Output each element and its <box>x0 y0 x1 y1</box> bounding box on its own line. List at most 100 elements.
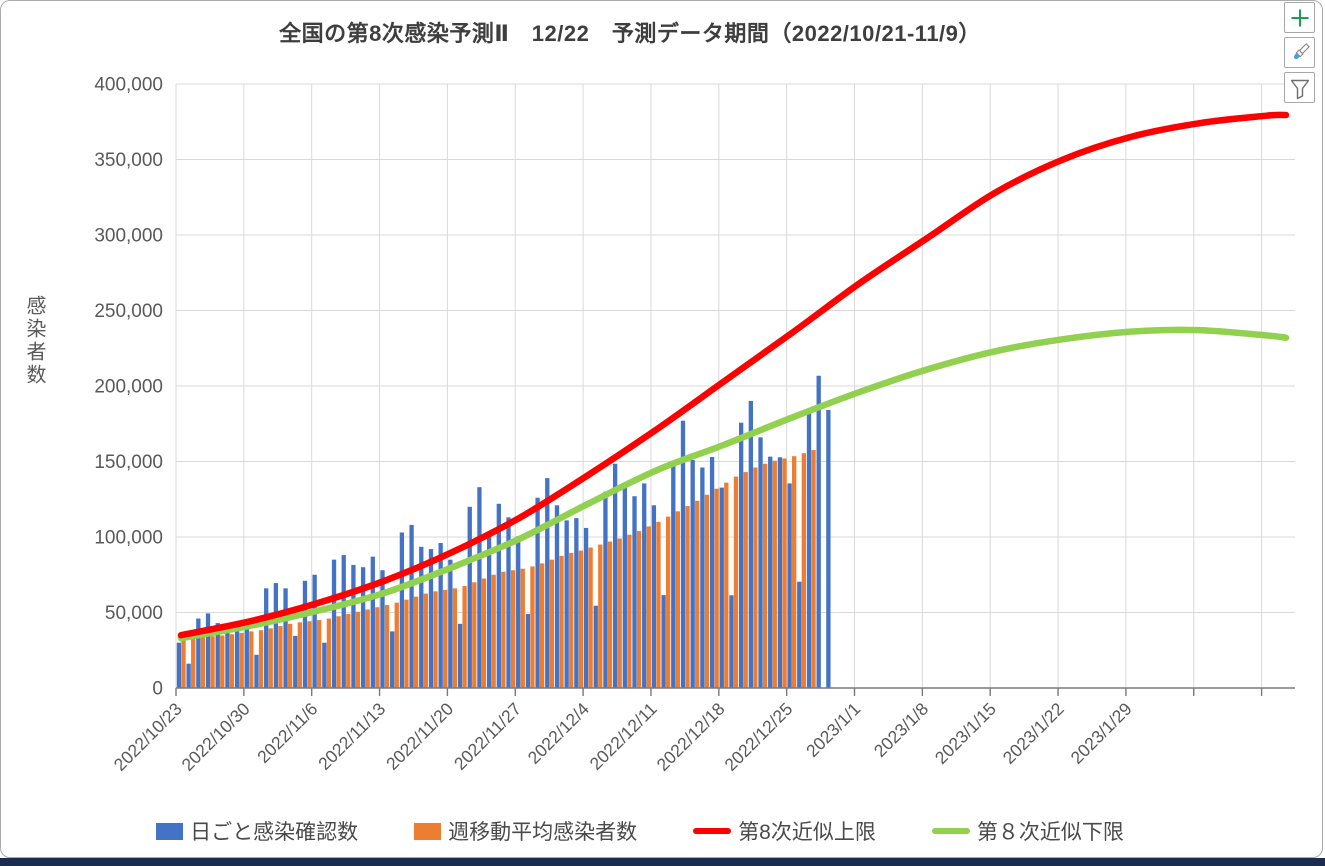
daily-bar[interactable] <box>205 613 211 688</box>
avg-bar[interactable] <box>792 456 797 688</box>
avg-bar[interactable] <box>559 555 564 688</box>
avg-bar[interactable] <box>346 614 351 688</box>
daily-bar[interactable] <box>738 422 744 688</box>
legend-item-3[interactable]: 第８次近似下限 <box>931 816 1124 846</box>
daily-bar[interactable] <box>719 487 724 688</box>
legend-item-2[interactable]: 第8次近似上限 <box>693 816 876 846</box>
avg-bar[interactable] <box>404 599 409 688</box>
avg-bar[interactable] <box>685 506 690 688</box>
avg-bar[interactable] <box>598 544 603 688</box>
daily-bar[interactable] <box>632 496 637 688</box>
daily-bar[interactable] <box>322 642 327 688</box>
avg-bar[interactable] <box>772 460 777 688</box>
daily-bar[interactable] <box>758 437 763 688</box>
daily-bar[interactable] <box>370 556 375 688</box>
daily-bar[interactable] <box>312 574 317 688</box>
avg-bar[interactable] <box>782 458 787 688</box>
daily-bar[interactable] <box>583 527 589 688</box>
avg-bar[interactable] <box>433 591 438 688</box>
daily-bar[interactable] <box>467 506 472 688</box>
avg-bar[interactable] <box>278 626 283 688</box>
avg-bar[interactable] <box>491 574 496 688</box>
chart-styles-button[interactable] <box>1284 37 1315 68</box>
daily-bar[interactable] <box>486 531 492 688</box>
avg-bar[interactable] <box>704 494 710 688</box>
avg-bar[interactable] <box>646 526 651 688</box>
chart-elements-button[interactable] <box>1284 2 1315 33</box>
daily-bar[interactable] <box>331 559 337 688</box>
avg-bar[interactable] <box>452 588 458 688</box>
daily-bar[interactable] <box>244 627 249 688</box>
avg-bar[interactable] <box>811 450 816 688</box>
avg-bar[interactable] <box>423 593 428 688</box>
daily-bar[interactable] <box>787 483 792 688</box>
daily-bar[interactable] <box>680 420 686 688</box>
daily-bar[interactable] <box>448 559 453 688</box>
avg-bar[interactable] <box>472 582 477 688</box>
daily-bar[interactable] <box>176 642 182 688</box>
avg-bar[interactable] <box>588 547 593 688</box>
avg-bar[interactable] <box>607 541 613 688</box>
daily-bar[interactable] <box>273 583 279 688</box>
daily-bar[interactable] <box>283 588 288 688</box>
avg-bar[interactable] <box>307 621 312 688</box>
avg-bar[interactable] <box>656 521 661 688</box>
y-axis-title[interactable]: 感染者数 <box>23 295 45 387</box>
daily-bar[interactable] <box>700 467 705 688</box>
daily-bar[interactable] <box>399 532 405 688</box>
daily-bars-series[interactable] <box>176 375 831 688</box>
avg-bar[interactable] <box>753 467 758 688</box>
daily-bar[interactable] <box>254 654 259 688</box>
legend-item-0[interactable]: 日ごと感染確認数 <box>156 816 358 846</box>
daily-bar[interactable] <box>642 483 647 688</box>
avg-bar[interactable] <box>297 622 302 688</box>
daily-bar[interactable] <box>380 570 385 688</box>
avg-bar[interactable] <box>229 634 235 688</box>
avg-bar[interactable] <box>220 635 225 688</box>
daily-bar[interactable] <box>535 497 540 688</box>
avg-bar[interactable] <box>181 635 186 688</box>
avg-bar[interactable] <box>336 616 341 688</box>
daily-bar[interactable] <box>574 518 579 688</box>
avg-bar[interactable] <box>481 578 487 688</box>
daily-bar[interactable] <box>612 463 618 688</box>
avg-bar[interactable] <box>530 566 535 688</box>
daily-bar[interactable] <box>419 546 424 688</box>
daily-bar[interactable] <box>603 491 608 688</box>
avg-bar[interactable] <box>317 620 322 688</box>
avg-bar[interactable] <box>743 472 748 688</box>
chart-title[interactable]: 全国の第8次感染予測Ⅱ 12/22 予測データ期間（2022/10/21-11/… <box>279 21 981 46</box>
avg-bar[interactable] <box>210 636 215 688</box>
upper-limit-line[interactable] <box>177 111 1290 639</box>
daily-bar[interactable] <box>264 588 269 688</box>
avg-bar[interactable] <box>801 453 807 688</box>
avg-bar[interactable] <box>394 602 399 688</box>
avg-bar[interactable] <box>355 611 361 688</box>
avg-bar[interactable] <box>258 630 264 688</box>
avg-bar[interactable] <box>724 482 729 688</box>
daily-bar[interactable] <box>748 400 753 688</box>
daily-bar[interactable] <box>302 580 308 688</box>
daily-bar[interactable] <box>477 487 482 688</box>
daily-bar[interactable] <box>293 635 298 688</box>
avg-bar[interactable] <box>733 476 739 688</box>
avg-bar[interactable] <box>510 570 516 688</box>
avg-bar[interactable] <box>200 636 206 688</box>
avg-bar[interactable] <box>326 618 332 688</box>
daily-bar[interactable] <box>225 626 230 688</box>
daily-bar[interactable] <box>797 581 802 688</box>
daily-bar[interactable] <box>564 520 569 688</box>
avg-bar[interactable] <box>501 571 506 688</box>
daily-bar[interactable] <box>360 567 366 688</box>
daily-bar[interactable] <box>593 605 598 688</box>
daily-bar[interactable] <box>428 549 434 688</box>
daily-bar[interactable] <box>215 623 220 688</box>
avg-bar[interactable] <box>249 631 254 688</box>
daily-bar[interactable] <box>806 409 812 688</box>
weekly-avg-series[interactable] <box>181 450 816 688</box>
lower-limit-line[interactable] <box>177 326 1290 642</box>
avg-bar[interactable] <box>413 596 419 688</box>
daily-bar[interactable] <box>457 623 463 688</box>
avg-bar[interactable] <box>549 559 554 688</box>
avg-bar[interactable] <box>191 635 196 688</box>
